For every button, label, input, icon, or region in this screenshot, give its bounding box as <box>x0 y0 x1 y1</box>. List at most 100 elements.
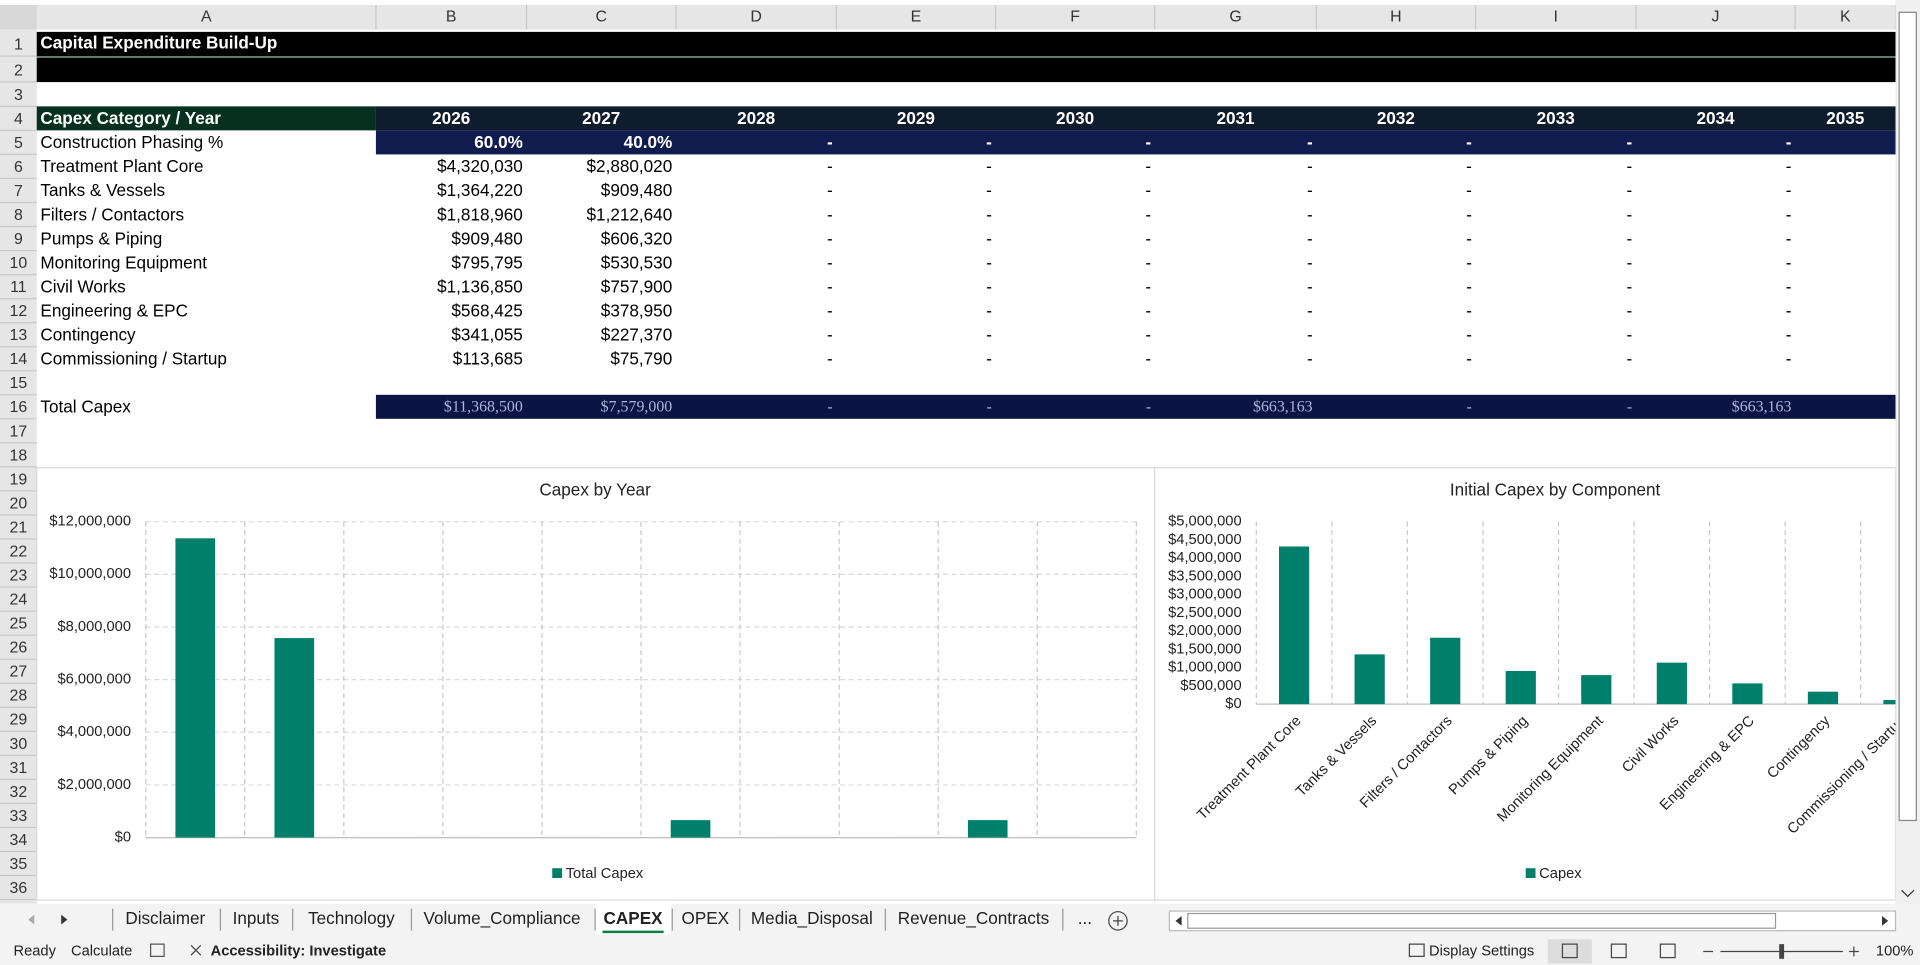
h-scroll-thumb[interactable] <box>1187 912 1777 929</box>
value-cell: - <box>1307 252 1313 272</box>
column-header[interactable]: H <box>1390 8 1402 25</box>
sheet-tab[interactable]: Technology <box>308 908 395 928</box>
row-header[interactable]: 9 <box>14 231 23 248</box>
value-cell: - <box>1145 228 1151 248</box>
row-header[interactable]: 14 <box>10 351 28 368</box>
sheet-tab[interactable]: OPEX <box>682 908 730 928</box>
column-header[interactable]: F <box>1070 8 1080 25</box>
row-header[interactable]: 33 <box>10 808 28 825</box>
column-header[interactable]: J <box>1712 8 1720 25</box>
row-header[interactable]: 12 <box>10 303 28 320</box>
total-cell: $663,163 <box>1732 399 1792 416</box>
h-scroll-left[interactable] <box>1175 915 1182 926</box>
row-header[interactable]: 6 <box>14 159 23 176</box>
row-header[interactable]: 18 <box>10 447 28 464</box>
value-cell: - <box>1145 324 1151 344</box>
sheet-tab[interactable]: Revenue_Contracts <box>898 908 1049 928</box>
y-tick-label: $2,000,000 <box>58 777 132 793</box>
value-cell: $568,425 <box>451 300 522 320</box>
row-header[interactable]: 22 <box>10 543 28 560</box>
row-header[interactable]: 17 <box>10 423 28 440</box>
row-header[interactable]: 20 <box>10 495 28 512</box>
y-tick-label: $4,500,000 <box>1168 532 1242 548</box>
value-cell: - <box>1307 300 1313 320</box>
sheet-tab[interactable]: Media_Disposal <box>751 908 873 928</box>
value-cell: - <box>1627 156 1633 176</box>
h-scroll-right[interactable] <box>1882 915 1889 926</box>
row-header[interactable]: 5 <box>14 135 23 152</box>
value-cell: - <box>1627 324 1633 344</box>
row-header[interactable]: 7 <box>14 183 23 200</box>
row-header[interactable]: 32 <box>10 784 28 801</box>
row-header[interactable]: 27 <box>10 664 28 681</box>
phasing-cell: - <box>1307 132 1313 152</box>
bar <box>1354 654 1385 705</box>
row-header[interactable]: 15 <box>10 375 28 392</box>
column-header[interactable]: G <box>1229 8 1241 25</box>
row-header[interactable]: 11 <box>10 279 27 296</box>
row-header[interactable]: 4 <box>14 111 23 128</box>
scroll-thumb[interactable] <box>1898 11 1917 822</box>
value-cell: - <box>986 180 992 200</box>
row-header[interactable]: 34 <box>10 832 28 849</box>
value-cell: - <box>827 348 833 368</box>
column-header[interactable]: D <box>750 8 762 25</box>
column-header[interactable]: B <box>446 8 457 25</box>
row-header[interactable]: 21 <box>10 519 28 536</box>
normal-view[interactable] <box>1547 939 1592 964</box>
row-header[interactable]: 28 <box>10 688 28 705</box>
accessibility-icon <box>190 944 202 956</box>
scroll-down[interactable] <box>1901 889 1915 898</box>
tab-next[interactable] <box>61 914 68 925</box>
row-header[interactable]: 36 <box>10 880 28 897</box>
value-cell: $2,880,020 <box>587 156 673 176</box>
row-header[interactable]: 23 <box>10 567 28 584</box>
sheet-tab[interactable]: Disclaimer <box>125 908 205 928</box>
y-tick-label: $6,000,000 <box>58 672 132 688</box>
tab-prev[interactable] <box>28 914 35 925</box>
status-accessibility[interactable]: Accessibility: Investigate <box>211 943 387 959</box>
active-tab[interactable] <box>595 903 672 935</box>
row-header[interactable]: 8 <box>14 207 23 224</box>
column-header[interactable]: I <box>1554 8 1558 25</box>
sheet-tab[interactable]: CAPEX <box>604 908 664 928</box>
row-header[interactable]: 25 <box>10 616 28 633</box>
page-break-view[interactable] <box>1659 943 1676 959</box>
row-header[interactable]: 26 <box>10 640 28 657</box>
select-all[interactable] <box>0 4 37 30</box>
status-zoom[interactable]: 100% <box>1876 943 1914 959</box>
zoom-thumb[interactable] <box>1779 944 1785 959</box>
legend-swatch <box>552 868 563 879</box>
row-header[interactable]: 10 <box>10 255 28 272</box>
row-header[interactable]: 24 <box>10 592 28 609</box>
bar <box>1883 699 1896 705</box>
column-header[interactable]: C <box>595 8 607 25</box>
row-header[interactable]: 13 <box>10 327 28 344</box>
column-header[interactable]: E <box>911 8 922 25</box>
sheet-tab[interactable]: Volume_Compliance <box>424 908 581 928</box>
row-header[interactable]: 2 <box>14 62 23 79</box>
sheet-tab[interactable]: Inputs <box>233 908 280 928</box>
status-display-settings[interactable]: Display Settings <box>1429 943 1534 959</box>
add-sheet[interactable] <box>1108 911 1128 931</box>
row-label: Tanks & Vessels <box>40 180 165 200</box>
page-layout-view[interactable] <box>1610 943 1627 959</box>
column-header[interactable]: A <box>201 8 212 25</box>
row-header[interactable]: 30 <box>10 736 28 753</box>
more-tabs[interactable]: ... <box>1078 908 1092 928</box>
row-header[interactable]: 16 <box>10 399 28 416</box>
macro-icon[interactable] <box>150 943 165 957</box>
row-header[interactable]: 1 <box>14 37 23 54</box>
value-cell: $113,685 <box>453 348 523 368</box>
row-header[interactable]: 31 <box>10 760 28 777</box>
value-cell: - <box>1786 252 1792 272</box>
row-header[interactable]: 29 <box>10 712 28 729</box>
column-header[interactable]: K <box>1840 8 1851 25</box>
row-header[interactable]: 35 <box>10 856 28 873</box>
value-cell: - <box>986 348 992 368</box>
row-header[interactable]: 3 <box>14 87 23 104</box>
row-header[interactable]: 19 <box>10 471 28 488</box>
status-calculate[interactable]: Calculate <box>71 943 132 959</box>
year-header: 2030 <box>1056 108 1094 128</box>
